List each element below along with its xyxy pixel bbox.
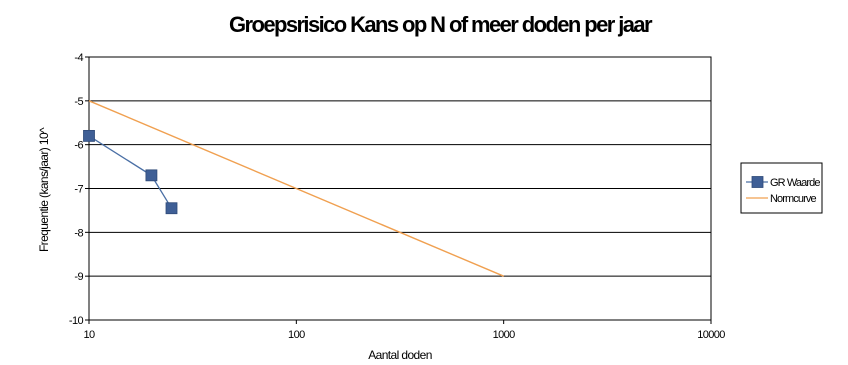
data-point-marker — [145, 169, 158, 182]
y-tick-label: -8 — [74, 227, 83, 239]
data-point-marker — [83, 129, 95, 142]
series-line — [88, 100, 504, 277]
y-tick-label: -9 — [74, 271, 83, 283]
x-tick-label: 100 — [288, 329, 305, 341]
y-tick-label: -6 — [74, 140, 83, 152]
legend-item: GR Waarde — [746, 176, 821, 189]
y-tick-label: -10 — [69, 315, 84, 327]
data-point-marker — [165, 202, 178, 215]
series-gr-waarde — [83, 129, 178, 215]
x-tick-label: 10000 — [697, 329, 725, 341]
y-tick-label: -7 — [74, 184, 83, 196]
y-axis-label: Frequentie (kans/jaar) 10^ — [37, 127, 51, 252]
legend: GR Waarde Normcurve — [740, 162, 823, 214]
legend-label: Normcurve — [770, 193, 816, 205]
x-tick-label: 10 — [83, 329, 95, 341]
series-layer — [83, 100, 504, 277]
legend-label: GR Waarde — [770, 177, 820, 189]
y-tick-label: -5 — [74, 96, 83, 108]
legend-swatch-marker — [751, 176, 764, 188]
chart-title: Groepsrisico Kans op N of meer doden per… — [229, 12, 653, 37]
y-axis-ticks: -4 -5 -6 -7 -8 -9 -10 — [69, 52, 89, 327]
series-normcurve — [88, 100, 504, 277]
x-tick-label: 1000 — [493, 329, 516, 341]
x-axis-label: Aantal doden — [368, 348, 432, 362]
x-axis-ticks: 10 100 1000 10000 — [83, 320, 726, 341]
y-tick-label: -4 — [74, 52, 83, 64]
legend-box — [740, 162, 823, 214]
legend-item: Normcurve — [746, 193, 817, 205]
